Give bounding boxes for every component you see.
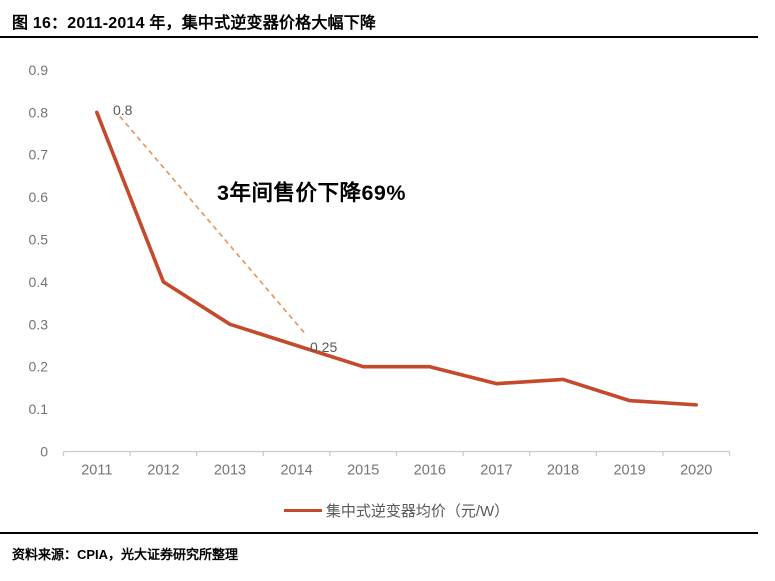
price-series-line bbox=[95, 110, 699, 407]
legend-line-swatch bbox=[283, 508, 322, 513]
svg-text:0.8: 0.8 bbox=[29, 104, 49, 120]
svg-text:2014: 2014 bbox=[280, 463, 312, 479]
y-axis-tick-labels: 0 0.1 0.2 0.3 0.4 0.5 0.6 0.7 0.8 0.9 bbox=[29, 62, 49, 460]
svg-text:2011: 2011 bbox=[81, 463, 112, 479]
figure-title: 图 16：2011-2014 年，集中式逆变器价格大幅下降 bbox=[12, 15, 377, 32]
chart-annotation: 3年间售价下降69% bbox=[217, 181, 406, 205]
svg-text:2018: 2018 bbox=[547, 463, 579, 479]
svg-text:2016: 2016 bbox=[414, 463, 446, 479]
x-axis bbox=[62, 450, 731, 456]
svg-text:0.6: 0.6 bbox=[29, 189, 49, 205]
svg-text:0.3: 0.3 bbox=[29, 316, 49, 332]
dashed-connector-line bbox=[119, 115, 308, 337]
svg-text:2013: 2013 bbox=[214, 463, 246, 479]
x-axis-tick-labels: 2011 2012 2013 2014 2015 2016 2017 2018 2019 2020 bbox=[81, 463, 712, 479]
bottom-divider bbox=[0, 532, 758, 534]
svg-text:0: 0 bbox=[40, 444, 48, 460]
svg-text:0.5: 0.5 bbox=[29, 232, 49, 248]
svg-text:2020: 2020 bbox=[680, 463, 712, 479]
legend-label: 集中式逆变器均价（元/W） bbox=[325, 503, 510, 520]
svg-text:0.2: 0.2 bbox=[29, 359, 49, 375]
svg-text:2015: 2015 bbox=[347, 463, 379, 479]
source-note: 资料来源：CPIA，光大证券研究所整理 bbox=[12, 547, 239, 562]
svg-text:2019: 2019 bbox=[613, 463, 645, 479]
svg-text:0.1: 0.1 bbox=[29, 401, 49, 417]
data-label-2014: 0.25 bbox=[310, 339, 338, 355]
data-label-2011: 0.8 bbox=[113, 102, 133, 118]
svg-text:2017: 2017 bbox=[480, 463, 512, 479]
svg-text:0.4: 0.4 bbox=[29, 274, 49, 290]
legend: 集中式逆变器均价（元/W） bbox=[63, 500, 730, 521]
svg-text:0.7: 0.7 bbox=[29, 147, 49, 163]
svg-text:0.9: 0.9 bbox=[29, 62, 49, 78]
title-underline bbox=[0, 36, 758, 38]
svg-text:2012: 2012 bbox=[147, 463, 179, 479]
